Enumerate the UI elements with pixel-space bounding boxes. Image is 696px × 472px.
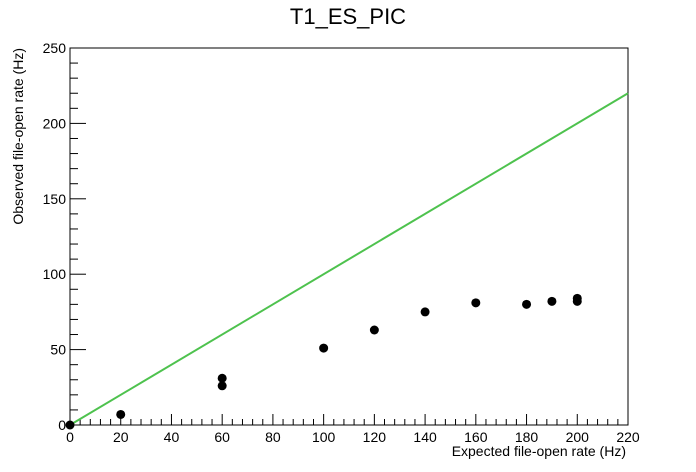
x-tick-label: 200	[566, 429, 590, 445]
x-tick-label: 160	[464, 429, 488, 445]
data-points	[65, 293, 582, 430]
x-tick-label: 220	[616, 429, 640, 445]
data-point	[572, 293, 582, 303]
y-tick-label: 100	[43, 266, 67, 282]
data-point	[547, 296, 557, 306]
data-point	[319, 343, 329, 353]
y-tick-label: 0	[58, 417, 66, 433]
y-tick-label: 150	[43, 191, 67, 207]
data-point	[471, 298, 481, 308]
data-point	[522, 299, 532, 309]
plot-frame-rect	[69, 47, 629, 426]
y-tick-label: 200	[43, 115, 67, 131]
axis-ticks	[69, 47, 629, 426]
y-tick-label: 250	[43, 40, 67, 56]
reference-line-layer	[69, 92, 629, 426]
x-axis-label: Expected file-open rate (Hz)	[452, 443, 626, 459]
data-point	[369, 325, 379, 335]
chart-title: T1_ES_PIC	[290, 4, 406, 29]
reference-line	[69, 92, 629, 426]
plot-frame	[69, 47, 629, 426]
y-axis-label: Observed file-open rate (Hz)	[10, 48, 26, 225]
x-tick-label: 140	[413, 429, 437, 445]
data-point	[420, 307, 430, 317]
tick-labels: 0 20 40 60 80 100 120 140 160 180 200 220 0 50 100 150 2…	[43, 40, 640, 445]
data-point	[116, 409, 126, 419]
data-point	[65, 420, 75, 430]
data-point	[217, 381, 227, 391]
x-tick-label: 80	[265, 429, 281, 445]
x-tick-label: 0	[66, 429, 74, 445]
x-tick-label: 20	[113, 429, 129, 445]
x-tick-label: 100	[312, 429, 336, 445]
x-tick-label: 60	[214, 429, 230, 445]
data-point	[217, 373, 227, 383]
x-tick-label: 120	[363, 429, 387, 445]
x-tick-label: 180	[515, 429, 539, 445]
x-tick-label: 40	[164, 429, 180, 445]
y-tick-label: 50	[50, 342, 66, 358]
